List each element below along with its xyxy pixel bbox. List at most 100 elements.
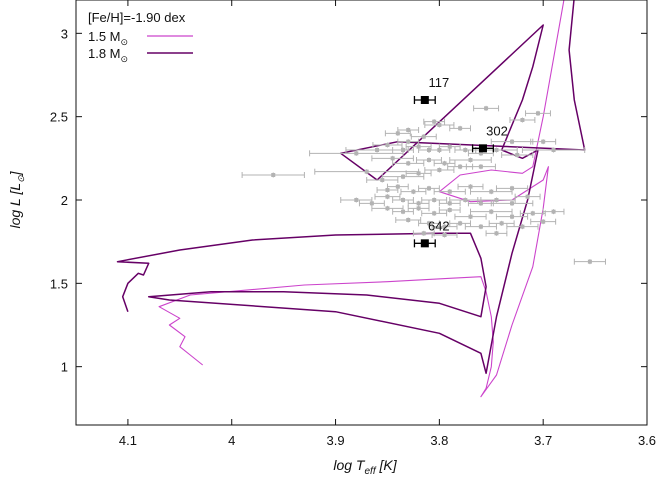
y-tick-label: 2	[61, 193, 68, 208]
sample-point	[490, 200, 534, 207]
sample-point	[381, 173, 425, 180]
sample-point	[400, 188, 427, 195]
sample-point	[386, 183, 409, 190]
sample-point	[366, 177, 399, 183]
sample-point	[454, 213, 487, 220]
sample-point	[340, 197, 373, 203]
sample-point	[506, 223, 539, 230]
y-axis-label: log L [L⊙]	[7, 170, 26, 228]
x-tick-label: 4.1	[119, 433, 137, 448]
sample-point	[457, 183, 484, 190]
sample-point	[521, 147, 586, 153]
sample-point	[374, 193, 401, 200]
sample-point	[495, 213, 529, 220]
y-tick-label: 3	[61, 26, 68, 41]
highlighted-star-302: 302	[471, 123, 508, 153]
sample-point	[431, 232, 458, 238]
sample-point	[509, 117, 536, 123]
sample-point	[392, 208, 414, 215]
sample-point	[449, 157, 492, 163]
x-axis-label-sub: eff	[364, 466, 376, 477]
sample-point	[421, 210, 448, 217]
star-label-117: 117	[428, 75, 449, 90]
sample-point	[514, 193, 541, 200]
sample-point	[424, 122, 455, 128]
sample-point	[438, 143, 461, 150]
sample-point	[410, 133, 437, 140]
sample-point	[392, 147, 414, 153]
sample-point	[397, 138, 420, 145]
highlighted-star-642: 642	[413, 218, 450, 248]
sample-point	[407, 205, 430, 212]
legend-label-1-5-text: 1.5 M	[88, 29, 121, 44]
sample-point	[392, 197, 414, 203]
legend: [Fe/H]=-1.90 dex 1.5 M⊙ 1.8 M⊙	[88, 10, 193, 64]
sample-point	[372, 142, 403, 148]
sample-point	[449, 125, 472, 132]
sample-point	[501, 152, 534, 158]
star-label-302: 302	[486, 123, 508, 138]
sample-point	[241, 172, 305, 178]
sample-point	[395, 217, 422, 223]
sample-point	[465, 163, 496, 170]
sample-point	[423, 118, 446, 125]
legend-label-1-5-sun: ⊙	[121, 37, 129, 47]
sample-point	[464, 223, 497, 230]
x-tick-label: 4	[228, 433, 235, 448]
legend-metallicity: [Fe/H]=-1.90 dex	[88, 10, 186, 25]
sample-point	[371, 155, 414, 162]
sample-point	[421, 197, 448, 203]
track-1-5-msun	[158, 0, 565, 398]
sample-point	[392, 160, 425, 167]
sample-point	[530, 138, 557, 145]
sample-point	[433, 188, 466, 195]
sample-point	[416, 157, 442, 163]
legend-label-1-8-sun: ⊙	[121, 54, 129, 64]
sample-point	[418, 220, 440, 227]
sample-point	[438, 200, 461, 207]
y-axis-label-sun: ⊙	[16, 175, 26, 183]
star-label-642: 642	[428, 218, 450, 233]
sample-stars	[241, 105, 606, 265]
sample-point	[473, 105, 500, 112]
x-axis-label-suffix: [K]	[376, 457, 398, 473]
sample-point	[495, 185, 529, 192]
sample-point	[433, 160, 456, 167]
y-axis-ticks: 1 1.5 2 2.5 3	[50, 26, 647, 375]
legend-label-1-5: 1.5 M⊙	[88, 29, 128, 47]
sample-point	[397, 127, 420, 133]
x-tick-label: 3.7	[534, 433, 552, 448]
y-tick-label: 1	[61, 360, 68, 375]
y-axis-label-text: log L [L	[7, 183, 23, 229]
sample-point	[418, 185, 440, 192]
y-tick-label: 2.5	[50, 110, 68, 125]
y-axis-label-close: ]	[7, 170, 23, 177]
sample-point	[438, 207, 461, 213]
track-1-8-msun	[116, 0, 586, 375]
sample-point	[431, 223, 458, 230]
sample-point	[470, 208, 513, 215]
sample-point	[530, 218, 557, 225]
sample-point	[542, 208, 565, 215]
legend-label-1-8: 1.8 M⊙	[88, 46, 128, 64]
sample-point	[573, 258, 606, 265]
x-axis-label-prefix: log T	[333, 457, 366, 473]
plot-frame	[75, 0, 648, 426]
sample-point	[449, 220, 472, 227]
sample-point	[525, 110, 551, 117]
x-tick-label: 3.9	[327, 433, 345, 448]
legend-label-1-8-text: 1.8 M	[88, 46, 121, 61]
sample-point	[488, 220, 515, 227]
highlighted-star-117: 117	[413, 75, 449, 104]
x-tick-label: 3.8	[430, 433, 448, 448]
x-axis-ticks: 4.1 4 3.9 3.8 3.7 3.6	[119, 0, 656, 448]
y-tick-label: 1.5	[50, 276, 68, 291]
highlighted-stars: 117 302 642	[413, 75, 508, 248]
sample-point	[424, 167, 455, 173]
x-axis-label: log Teff [K]	[333, 457, 397, 477]
x-tick-label: 3.6	[638, 433, 656, 448]
evolutionary-tracks	[116, 0, 586, 398]
sample-point	[314, 168, 420, 175]
